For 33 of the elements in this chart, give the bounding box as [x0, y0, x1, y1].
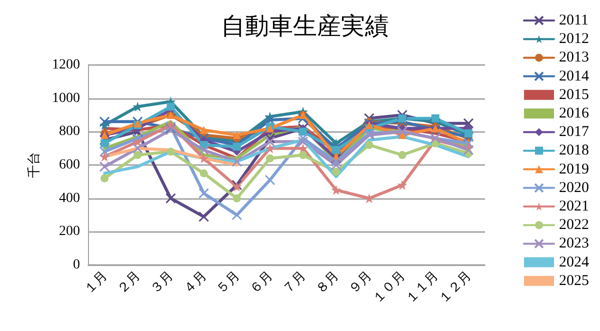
- x-tick-label: ５月: [213, 268, 242, 297]
- legend-label: 2011: [559, 12, 588, 28]
- legend-label: 2025: [559, 272, 589, 289]
- x-tick-label: ８月: [312, 268, 342, 297]
- legend-label: 2016: [559, 106, 590, 122]
- x-tick-label: ４月: [180, 268, 210, 297]
- x-tick-label: １２月: [436, 268, 474, 306]
- chart-title: 自動車生産実績: [221, 13, 389, 40]
- y-tick-label: 200: [59, 224, 80, 240]
- legend-label: 2021: [559, 198, 589, 214]
- y-axis-title: 千台: [26, 152, 41, 178]
- x-tick-label: ７月: [279, 268, 308, 297]
- y-tick-label: 600: [59, 158, 80, 172]
- y-tick-label: 400: [59, 190, 80, 206]
- legend-label: 2012: [559, 31, 589, 48]
- x-tick-label: ６月: [246, 268, 276, 297]
- legend-label: 2018: [559, 142, 589, 159]
- y-tick-label: 0: [73, 258, 80, 272]
- legend-label: 2023: [559, 236, 589, 252]
- legend-label: 2015: [559, 86, 589, 103]
- y-tick-label: 800: [59, 124, 80, 140]
- legend-label: 2019: [559, 161, 589, 178]
- y-tick-label: 1200: [52, 58, 80, 72]
- x-tick-label: ２月: [114, 268, 143, 297]
- legend-label: 2013: [559, 50, 589, 66]
- legend-label: 2024: [559, 254, 590, 270]
- x-tick-label: １月: [80, 268, 110, 297]
- legend-label: 2020: [559, 180, 589, 196]
- legend-label: 2014: [559, 68, 590, 84]
- x-tick-label: ３月: [147, 268, 176, 297]
- y-tick-label: 1000: [52, 90, 80, 106]
- legend-label: 2017: [559, 124, 590, 140]
- legend-label: 2022: [559, 217, 589, 234]
